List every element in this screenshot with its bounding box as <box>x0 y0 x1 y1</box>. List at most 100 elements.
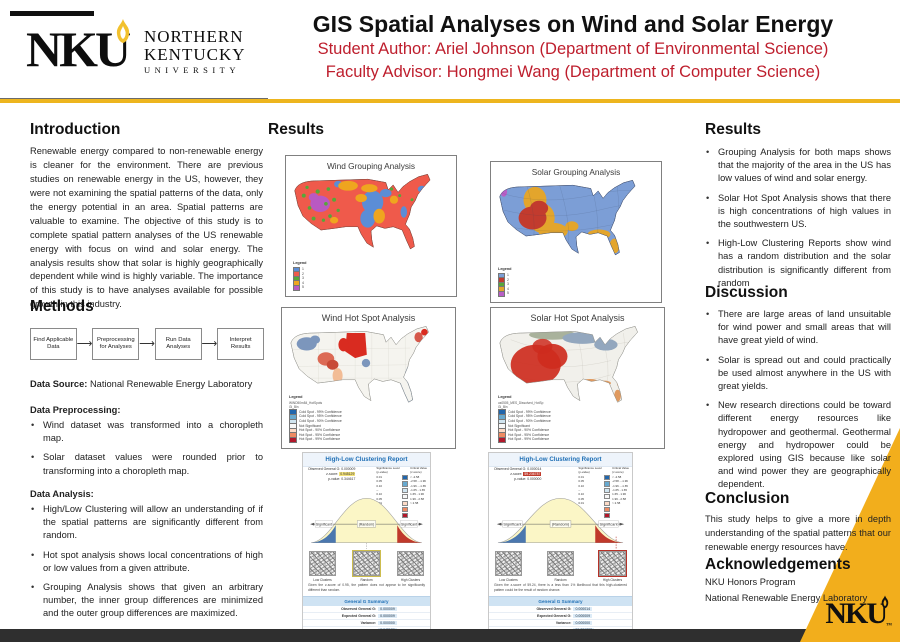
header-divider-gold <box>0 99 900 103</box>
results-list: Grouping Analysis for both maps shows th… <box>705 146 891 296</box>
methods-flowchart: Find Applicable Data ⟶ Preprocessing for… <box>30 328 264 360</box>
analysis-label: Data Analysis: <box>30 489 94 499</box>
intro-body: Renewable energy compared to non-renewab… <box>30 146 263 310</box>
nku-logo-text: NORTHERN KENTUCKY UNIVERSITY <box>144 28 246 77</box>
us-map-wind-hotspot <box>290 325 430 403</box>
data-source-line: Data Source: National Renewable Energy L… <box>30 378 263 392</box>
flow-step-3: Run Data Analyses <box>154 328 202 360</box>
report-title: High-Low Clustering Report <box>303 453 430 467</box>
poster-header: GIS Spatial Analyses on Wind and Solar E… <box>250 10 896 83</box>
report-caption: Given the z-score of 0.95, the pattern d… <box>308 583 425 592</box>
list-item: Hot spot analysis shows local concentrat… <box>30 549 263 575</box>
list-item: Solar is spread out and could practicall… <box>705 354 891 394</box>
thumb-random: Random <box>547 551 574 582</box>
us-map-solar-hotspot <box>499 325 639 403</box>
map-title: Solar Grouping Analysis <box>531 167 621 177</box>
methods-heading: Methods <box>30 298 94 315</box>
flow-arrow-icon: ⟶ <box>201 338 218 350</box>
list-item: Grouping Analysis shows that given an ar… <box>30 581 263 621</box>
ack-item-1: NKU Honors Program <box>705 577 796 587</box>
map-solar-hotspot: Solar Hot Spot Analysis <box>490 307 665 449</box>
discussion-heading: Discussion <box>705 284 788 301</box>
list-item: High-Low Clustering Reports show wind ha… <box>705 237 891 290</box>
svg-text:Significant: Significant <box>316 522 332 526</box>
thumb-low-clusters: Low Clusters <box>495 551 522 582</box>
map-wind-grouping: Wind Grouping Analysis <box>285 155 457 297</box>
svg-text:(Random): (Random) <box>359 522 374 526</box>
flow-step-1: Find Applicable Data <box>30 328 77 360</box>
legend-layer-name: WIND50m84_HotSpots <box>289 400 323 405</box>
svg-text:Significant: Significant <box>503 523 521 527</box>
cluster-thumbnails: Low Clusters Random High Clusters <box>495 550 627 582</box>
significance-chips <box>603 466 611 519</box>
preprocessing-label: Data Preprocessing: <box>30 405 121 415</box>
report-caption: Given the z-score of 59.24, there is a l… <box>494 583 627 592</box>
map-solar-grouping: Solar Grouping Analysis <box>490 161 662 303</box>
report-title: High-Low Clustering Report <box>489 453 632 467</box>
footer-bar <box>0 629 900 642</box>
trademark-symbol: ™ <box>886 623 892 629</box>
corner-nku-logo: NKU™ <box>825 595 892 630</box>
logo-line-kentucky: KENTUCKY <box>144 45 246 64</box>
poster-title: GIS Spatial Analyses on Wind and Solar E… <box>312 11 834 37</box>
cluster-thumbnails: Low Clusters Random High Clusters <box>309 550 424 582</box>
map-legend: Legend us0505_MES_Dissolved_HotSp Gi_Bin… <box>498 395 551 443</box>
thumb-random: Random <box>352 550 381 582</box>
nku-logo: NKU NORTHERN KENTUCKY UNIVERSITY <box>26 19 256 92</box>
map-title: Wind Hot Spot Analysis <box>321 313 416 323</box>
bell-curve: Significant (Random) Significant <box>491 491 630 549</box>
flame-icon <box>116 19 130 43</box>
logo-line-northern: NORTHERN <box>144 27 244 46</box>
list-item: There are large areas of land unsuitable… <box>705 308 891 348</box>
legend-field-name: Gi_Bin <box>289 405 299 410</box>
svg-text:Significant: Significant <box>600 523 618 527</box>
list-item: Solar Hot Spot Analysis shows that there… <box>705 192 891 232</box>
us-map-solar-grouping <box>499 179 636 256</box>
bell-curve: Significant (Random) Significant <box>305 491 428 549</box>
results-maps-heading: Results <box>268 121 324 138</box>
map-wind-hotspot: Wind Hot Spot Analysis <box>281 307 456 449</box>
significance-legend: Significance Level (p-value) 0.01 0.05 0… <box>578 466 629 519</box>
advisor-line: Faculty Advisor: Hongmei Wang (Departmen… <box>325 62 821 81</box>
data-source-value: National Renewable Energy Laboratory <box>87 379 253 389</box>
z-score-value: 0.945129 <box>339 472 356 476</box>
list-item: New research directions could be toward … <box>705 399 891 491</box>
thumb-high-clusters: High Clusters <box>598 550 627 582</box>
report-solar-clustering: High-Low Clustering Report Observed Gene… <box>488 452 633 642</box>
map-legend: Legend 1 2 3 4 5 <box>293 261 307 291</box>
map-title: Wind Grouping Analysis <box>326 161 416 171</box>
results-text-heading: Results <box>705 121 761 138</box>
flow-arrow-icon: ⟶ <box>76 338 93 350</box>
us-map-wind-grouping <box>294 173 431 250</box>
discussion-list: There are large areas of land unsuitable… <box>705 308 891 497</box>
preprocessing-list: Wind dataset was transformed into a chor… <box>30 419 263 484</box>
map-legend: Legend WIND50m84_HotSpots Gi_Bin Cold Sp… <box>289 395 342 443</box>
list-item: High/Low Clustering will allow an unders… <box>30 503 263 543</box>
z-score-value: 59.236787 <box>523 472 542 476</box>
flow-arrow-icon: ⟶ <box>139 338 155 350</box>
thumb-high-clusters: High Clusters <box>397 551 424 582</box>
ack-item-2: National Renewable Energy Laboratory <box>705 593 868 603</box>
report-wind-clustering: High-Low Clustering Report Observed Gene… <box>302 452 431 642</box>
top-accent-bar <box>10 11 94 16</box>
report-stats: Observed General G: 0.000014 z-score: 59… <box>494 467 542 481</box>
author-line: Student Author: Ariel Johnson (Departmen… <box>317 40 829 58</box>
flow-step-2: Preprocessing for Analyses <box>92 328 140 360</box>
map-legend: Legend 1 2 3 4 5 <box>498 267 512 297</box>
svg-text:(Random): (Random) <box>552 523 569 527</box>
list-item: Wind dataset was transformed into a chor… <box>30 419 263 445</box>
legend-layer-name: us0505_MES_Dissolved_HotSp <box>498 400 544 405</box>
acknowledgements-heading: Acknowledgements <box>705 556 851 573</box>
significance-chips <box>401 466 409 519</box>
flow-step-4: Interpret Results <box>217 328 264 360</box>
intro-heading: Introduction <box>30 121 121 138</box>
significance-legend: Significance Level (p-value) 0.01 0.05 0… <box>376 466 427 519</box>
nku-logo-mark: NKU <box>26 21 131 77</box>
svg-text:Significant: Significant <box>401 522 417 526</box>
conclusion-body: This study helps to give a more in depth… <box>705 514 891 552</box>
flame-icon <box>881 595 889 609</box>
logo-line-university: UNIVERSITY <box>144 65 240 75</box>
list-item: Solar dataset values were rounded prior … <box>30 451 263 477</box>
data-source-label: Data Source: <box>30 379 88 389</box>
